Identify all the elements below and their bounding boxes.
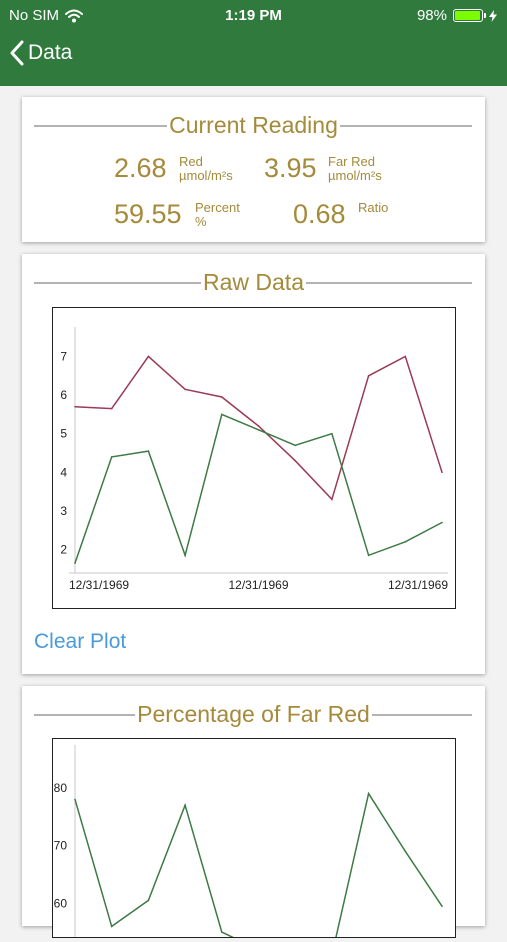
raw-y-tick-label: 2 <box>60 543 67 557</box>
nav-bar: Data <box>0 30 507 86</box>
percent-label-group: Percent % <box>195 201 240 229</box>
raw-series-2-point <box>294 444 296 447</box>
pct-series-1-point <box>404 850 407 853</box>
chevron-left-icon <box>10 40 24 66</box>
raw-series-2-point <box>110 456 113 458</box>
battery-fill <box>455 11 480 20</box>
raw-series-2-point <box>221 413 223 416</box>
raw-y-tick-label: 7 <box>60 349 67 363</box>
raw-series-1-point <box>147 355 150 358</box>
red-label: Red <box>179 154 203 169</box>
raw-series-1-point <box>294 459 296 462</box>
pct-series-line-1 <box>74 791 443 942</box>
pct-y-tick-label: 70 <box>54 839 68 853</box>
raw-series-2-point <box>147 450 150 452</box>
raw-series-1-point <box>331 498 333 501</box>
percentage-card: Percentage of Far Red 607080Percent % <box>22 686 485 942</box>
charging-bolt-icon <box>489 9 497 22</box>
status-left: No SIM <box>9 7 84 24</box>
current-reading-card: Current Reading 2.68 Red µmol/m²s 3.95 F… <box>22 97 485 242</box>
clear-plot-button[interactable]: Clear Plot <box>34 630 127 653</box>
raw-data-chart: 234567µmol/m²s12/31/196912/31/196912/31/… <box>33 307 456 609</box>
pct-y-tick-label: 80 <box>54 781 68 795</box>
battery-icon <box>453 9 486 22</box>
back-label: Data <box>28 41 73 64</box>
current-reading-header: Current Reading <box>34 111 473 141</box>
raw-series-1-point <box>74 405 76 408</box>
status-right: 98% <box>417 7 497 24</box>
red-unit: µmol/m²s <box>179 168 233 183</box>
raw-x-tick-label: 12/31/1969 <box>388 578 448 592</box>
battery-percent: 98% <box>416 7 447 24</box>
raw-series-1-point <box>110 407 113 410</box>
raw-y-tick-label: 3 <box>60 504 67 518</box>
pct-series-1-point <box>110 925 113 928</box>
percent-label: Percent <box>195 200 240 215</box>
current-reading-title: Current Reading <box>167 112 340 138</box>
pct-series-1-point <box>221 931 223 933</box>
far-red-label-group: Far Red µmol/m²s <box>328 155 382 183</box>
raw-series-2-point <box>257 429 260 431</box>
raw-series-1-point <box>221 396 223 398</box>
percent-value: 59.55 <box>114 199 182 229</box>
raw-series-2-point <box>184 554 186 557</box>
raw-series-2-point <box>331 432 333 435</box>
wifi-icon <box>65 9 84 22</box>
pct-series-1-point <box>184 804 186 806</box>
pct-y-tick-label: 60 <box>54 896 68 910</box>
raw-series-1-point <box>441 471 443 474</box>
ratio-label: Ratio <box>358 200 389 215</box>
percentage-chart: 607080Percent % <box>33 738 456 942</box>
percentage-chart-svg: 607080Percent % <box>33 745 443 942</box>
status-time: 1:19 PM <box>225 7 282 24</box>
raw-x-tick-label: 12/31/1969 <box>228 578 288 592</box>
raw-series-line-1 <box>74 355 443 501</box>
pct-series-1-point <box>441 905 443 907</box>
raw-series-2-point <box>74 562 76 564</box>
raw-data-title: Raw Data <box>201 269 306 295</box>
raw-data-header: Raw Data <box>34 268 473 298</box>
raw-series-1-point <box>367 374 370 377</box>
red-label-group: Red µmol/m²s <box>179 155 233 183</box>
raw-y-tick-label: 5 <box>60 427 67 441</box>
back-button[interactable]: Data <box>10 40 72 66</box>
raw-x-tick-label: 12/31/1969 <box>69 578 129 592</box>
raw-series-2-point <box>404 541 407 543</box>
far-red-value: 3.95 <box>264 153 317 183</box>
raw-y-tick-label: 4 <box>60 465 67 479</box>
ratio-value: 0.68 <box>293 199 346 229</box>
pct-series-1-point <box>74 798 76 801</box>
raw-series-1-point <box>257 425 260 427</box>
raw-series-2-point <box>441 521 443 524</box>
far-red-label: Far Red <box>328 154 375 169</box>
red-value: 2.68 <box>114 153 167 183</box>
status-bar: No SIM 1:19 PM 98% <box>0 0 507 30</box>
percent-unit: % <box>195 214 207 229</box>
raw-series-1-point <box>404 355 407 358</box>
raw-y-tick-label: 6 <box>60 388 67 402</box>
percentage-title: Percentage of Far Red <box>135 701 372 727</box>
carrier-label: No SIM <box>9 7 60 24</box>
raw-data-chart-svg: 234567µmol/m²s12/31/196912/31/196912/31/… <box>33 327 448 592</box>
raw-series-line-2 <box>74 413 443 564</box>
raw-data-card: Raw Data 234567µmol/m²s12/31/196912/31/1… <box>22 254 485 674</box>
percentage-header: Percentage of Far Red <box>34 700 473 730</box>
pct-series-1-point <box>367 792 370 795</box>
raw-series-2-point <box>367 554 370 557</box>
far-red-unit: µmol/m²s <box>328 168 382 183</box>
raw-series-1-point <box>184 388 186 391</box>
